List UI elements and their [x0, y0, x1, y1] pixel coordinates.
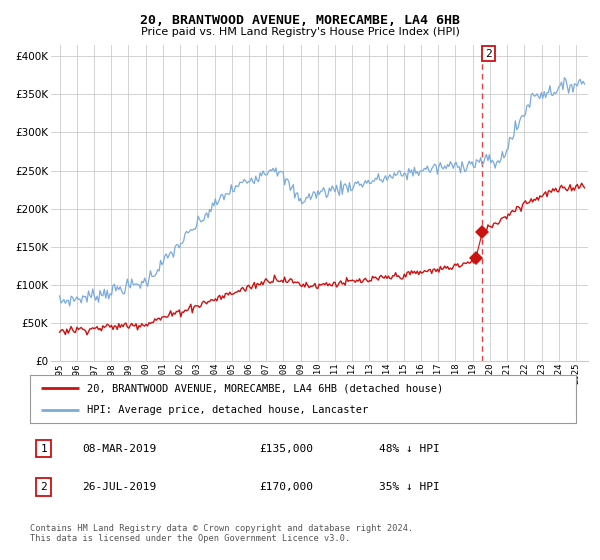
Text: 2: 2 [485, 49, 492, 59]
Text: £135,000: £135,000 [259, 444, 313, 454]
Text: £170,000: £170,000 [259, 482, 313, 492]
Text: 35% ↓ HPI: 35% ↓ HPI [379, 482, 440, 492]
Text: 08-MAR-2019: 08-MAR-2019 [82, 444, 156, 454]
Text: 48% ↓ HPI: 48% ↓ HPI [379, 444, 440, 454]
Text: Price paid vs. HM Land Registry's House Price Index (HPI): Price paid vs. HM Land Registry's House … [140, 27, 460, 37]
Text: 20, BRANTWOOD AVENUE, MORECAMBE, LA4 6HB: 20, BRANTWOOD AVENUE, MORECAMBE, LA4 6HB [140, 14, 460, 27]
Text: 2: 2 [40, 482, 47, 492]
Text: HPI: Average price, detached house, Lancaster: HPI: Average price, detached house, Lanc… [88, 405, 368, 415]
Text: Contains HM Land Registry data © Crown copyright and database right 2024.
This d: Contains HM Land Registry data © Crown c… [30, 524, 413, 543]
Text: 1: 1 [40, 444, 47, 454]
Text: 26-JUL-2019: 26-JUL-2019 [82, 482, 156, 492]
Text: 20, BRANTWOOD AVENUE, MORECAMBE, LA4 6HB (detached house): 20, BRANTWOOD AVENUE, MORECAMBE, LA4 6HB… [88, 383, 443, 393]
